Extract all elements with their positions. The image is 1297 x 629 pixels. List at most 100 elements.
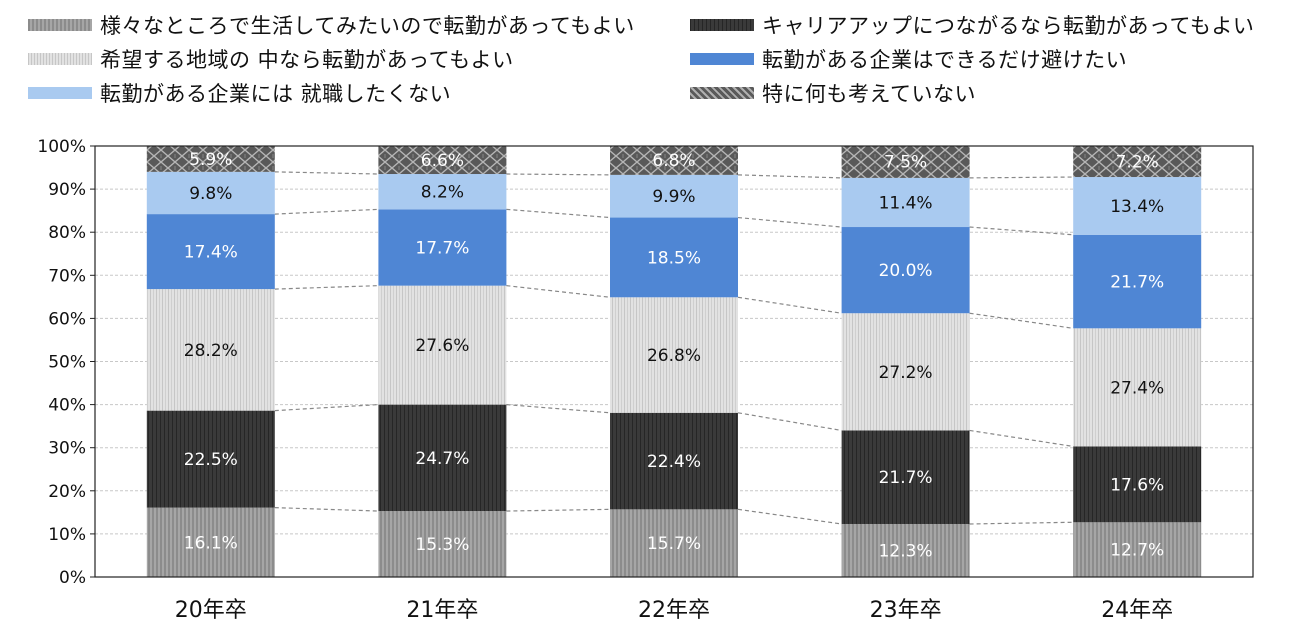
bar-segment (1073, 234, 1202, 329)
data-label: 27.6% (415, 336, 469, 356)
connector-line (274, 404, 379, 412)
data-label: 17.6% (1110, 475, 1164, 495)
data-label: 18.5% (647, 248, 701, 268)
bar-segment (610, 145, 738, 175)
data-label: 15.7% (647, 534, 701, 554)
legend-item: 特に何も考えていない (690, 78, 976, 108)
bar-segment (610, 174, 738, 218)
legend-label: 希望する地域の 中なら転勤があってもよい (100, 48, 514, 72)
legend-label: キャリアアップにつながるなら転勤があってもよい (762, 14, 1255, 38)
y-tick-label: 80% (48, 223, 86, 243)
legend-label: 様々なところで生活してみたいので転勤があってもよい (100, 14, 635, 38)
connector-line (737, 174, 842, 179)
y-tick-label: 90% (48, 180, 86, 200)
connector-line (274, 285, 379, 290)
data-label: 15.3% (415, 535, 469, 555)
bar-segment (841, 313, 970, 431)
data-label: 12.7% (1110, 541, 1164, 561)
bar-segment (378, 285, 507, 405)
y-tick-label: 20% (48, 482, 86, 502)
connector-line (506, 285, 611, 298)
data-label: 7.2% (1116, 153, 1159, 173)
legend-swatch (690, 53, 754, 65)
legend-label: 転勤がある企業には 就職したくない (100, 82, 452, 106)
data-label: 22.5% (184, 450, 238, 470)
x-tick-label: 24年卒 (1101, 598, 1173, 623)
connector-line (506, 173, 611, 176)
bar-segment (841, 145, 970, 178)
data-label: 20.0% (879, 261, 933, 281)
bar-segment (146, 171, 275, 215)
bar-segment (1073, 446, 1202, 523)
connector-line (969, 521, 1074, 525)
bar-segment (378, 209, 507, 286)
bar-segment (610, 412, 738, 510)
y-tick-label: 60% (48, 309, 86, 329)
data-label: 26.8% (647, 346, 701, 366)
y-tick-label: 0% (59, 568, 86, 588)
data-label: 5.9% (189, 150, 232, 170)
bar-segment (146, 214, 275, 290)
connector-line (506, 404, 611, 414)
bar-segment (841, 177, 970, 228)
data-label: 6.8% (652, 151, 695, 171)
data-label: 27.2% (879, 363, 933, 383)
data-label: 13.4% (1110, 197, 1164, 217)
connector-line (737, 508, 842, 525)
y-tick-label: 100% (37, 137, 86, 157)
connector-line (506, 208, 611, 219)
bar-segment (146, 289, 275, 411)
y-tick-label: 40% (48, 396, 86, 416)
y-tick-label: 70% (48, 266, 86, 286)
bar-segment (146, 146, 275, 172)
bar-segment (610, 217, 738, 298)
connector-line (506, 508, 611, 512)
bar-segment (610, 509, 738, 577)
bar-segment (841, 430, 970, 524)
connector-line (737, 216, 842, 228)
bar-segment (146, 410, 275, 508)
bar-segment (1073, 146, 1202, 178)
bar-segment (378, 145, 507, 175)
legend-item: 転勤がある企業はできるだけ避けたい (690, 44, 1127, 74)
bar-segment (841, 227, 970, 314)
x-tick-label: 21年卒 (406, 598, 478, 623)
data-label: 7.5% (884, 153, 927, 173)
legend-swatch (690, 87, 754, 99)
legend-swatch (28, 53, 92, 65)
data-label: 9.9% (652, 187, 695, 207)
legend-item: 様々なところで生活してみたいので転勤があってもよい (28, 10, 635, 40)
data-label: 27.4% (1110, 378, 1164, 398)
data-label: 16.1% (184, 533, 238, 553)
legend-item: キャリアアップにつながるなら転勤があってもよい (690, 10, 1254, 40)
data-label: 24.7% (415, 449, 469, 469)
bar-segment (841, 523, 970, 577)
y-tick-label: 10% (48, 525, 86, 545)
legend-swatch (690, 19, 754, 31)
bar-segment (1073, 522, 1202, 577)
legend-swatch (28, 87, 92, 99)
connector-line (969, 226, 1074, 236)
data-label: 9.8% (189, 184, 232, 204)
data-label: 11.4% (879, 193, 933, 213)
connector-line (274, 208, 379, 215)
bar-segment (378, 174, 507, 210)
legend-item: 転勤がある企業には 就職したくない (28, 78, 451, 108)
connector-line (969, 429, 1074, 448)
data-label: 22.4% (647, 452, 701, 472)
legend-swatch (28, 19, 92, 31)
legend-label: 転勤がある企業はできるだけ避けたい (762, 48, 1128, 72)
x-tick-label: 23年卒 (870, 598, 942, 623)
y-tick-label: 30% (48, 439, 86, 459)
data-label: 6.6% (421, 151, 464, 171)
legend-label: 特に何も考えていない (762, 82, 976, 106)
connector-line (274, 171, 379, 175)
connector-line (969, 176, 1074, 179)
bar-segment (1073, 328, 1202, 447)
bar-segment (610, 297, 738, 413)
connector-line (969, 312, 1074, 329)
y-tick-label: 50% (48, 353, 86, 373)
bar-segment (378, 404, 507, 512)
chart-legend: 様々なところで生活してみたいので転勤があってもよい キャリアアップにつながるなら転… (28, 10, 1278, 120)
